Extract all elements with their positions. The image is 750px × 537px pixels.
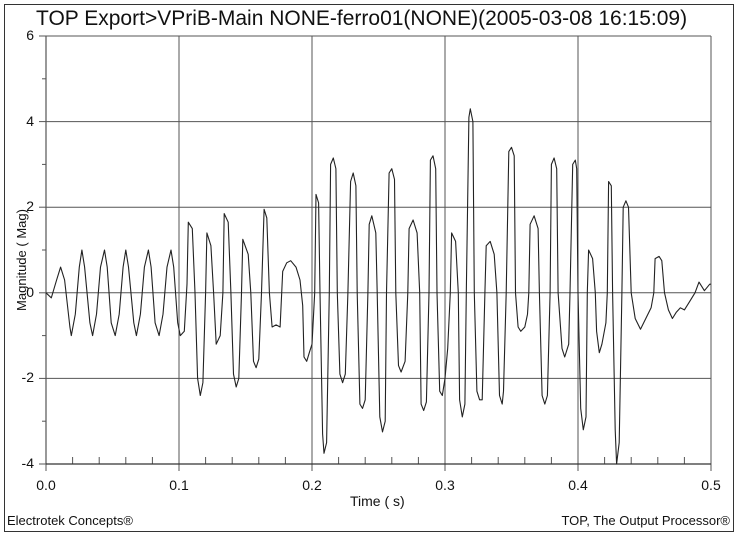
x-axis-label: Time ( s) (350, 493, 405, 509)
chart-title: TOP Export>VPriB-Main NONE-ferro01(NONE)… (36, 7, 688, 30)
y-tick-label: -2 (21, 369, 34, 386)
x-tick-label: 0.3 (435, 477, 455, 493)
footer-right-credit: TOP, The Output Processor® (561, 513, 730, 528)
y-axis-label: Magnitude ( Mag) (14, 209, 29, 311)
x-tick-label: 0.4 (568, 477, 588, 493)
x-tick-label: 0.2 (302, 477, 322, 493)
y-tick-label: 2 (26, 198, 34, 215)
y-tick-label: -4 (21, 455, 34, 471)
x-tick-label: 0.0 (36, 477, 56, 493)
x-tick-label: 0.1 (169, 477, 189, 493)
waveform-line (45, 108, 711, 465)
y-tick-label: 6 (26, 27, 34, 43)
y-tick-label: 0 (26, 283, 34, 300)
y-tick-label: 4 (26, 112, 34, 129)
footer-left-credit: Electrotek Concepts® (7, 513, 133, 528)
x-tick-label: 0.5 (701, 477, 721, 493)
